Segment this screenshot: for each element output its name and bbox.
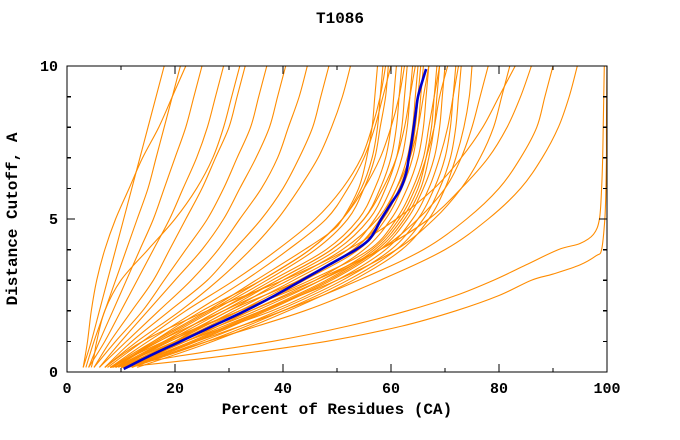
model-curve <box>93 65 246 368</box>
model-curve <box>88 65 225 368</box>
x-tick-label: 40 <box>274 381 292 398</box>
model-curve <box>107 65 387 368</box>
x-tick-label: 80 <box>490 381 508 398</box>
y-axis-label: Distance Cutoff, A <box>4 132 22 305</box>
model-curve <box>126 65 449 368</box>
model-curve <box>82 65 187 368</box>
model-curve <box>137 65 473 368</box>
model-curve <box>99 65 308 368</box>
chart-title: T1086 <box>316 10 364 28</box>
x-axis-label: Percent of Residues (CA) <box>222 401 452 419</box>
x-tick-label: 20 <box>166 381 184 398</box>
model-curve <box>112 65 384 368</box>
model-curve <box>131 65 462 368</box>
model-curve <box>109 65 389 368</box>
y-tick-label: 0 <box>49 365 58 382</box>
model-curve <box>104 65 352 368</box>
model-curve <box>128 65 441 368</box>
model-curve <box>88 65 203 368</box>
model-curve <box>115 65 430 368</box>
model-curve <box>98 65 287 368</box>
model-curve <box>126 65 578 368</box>
model-curve <box>90 65 241 368</box>
model-curve <box>131 65 446 368</box>
model-curve <box>131 65 460 368</box>
model-curve <box>104 65 516 368</box>
model-curve <box>104 65 330 368</box>
model-curve <box>118 65 403 368</box>
x-tick-label: 60 <box>382 381 400 398</box>
model-curve <box>120 65 554 368</box>
plot-area: 0 20 40 60 80 100 0 5 10 <box>40 59 621 398</box>
y-tick-label: 5 <box>49 212 58 229</box>
model-curve <box>126 65 422 368</box>
x-tick-label: 100 <box>593 381 620 398</box>
model-curve <box>120 65 441 368</box>
model-curve <box>109 65 392 368</box>
model-curve <box>120 65 511 368</box>
model-curve <box>115 65 406 368</box>
model-curve <box>109 65 532 368</box>
model-curve <box>82 65 165 368</box>
x-tick-label: 0 <box>62 381 71 398</box>
series-group <box>82 65 608 371</box>
model-curve <box>110 65 605 368</box>
y-tick-label: 10 <box>40 59 58 76</box>
model-curve <box>93 65 268 368</box>
model-curve <box>126 65 438 368</box>
highlighted-model-curve <box>123 68 428 371</box>
